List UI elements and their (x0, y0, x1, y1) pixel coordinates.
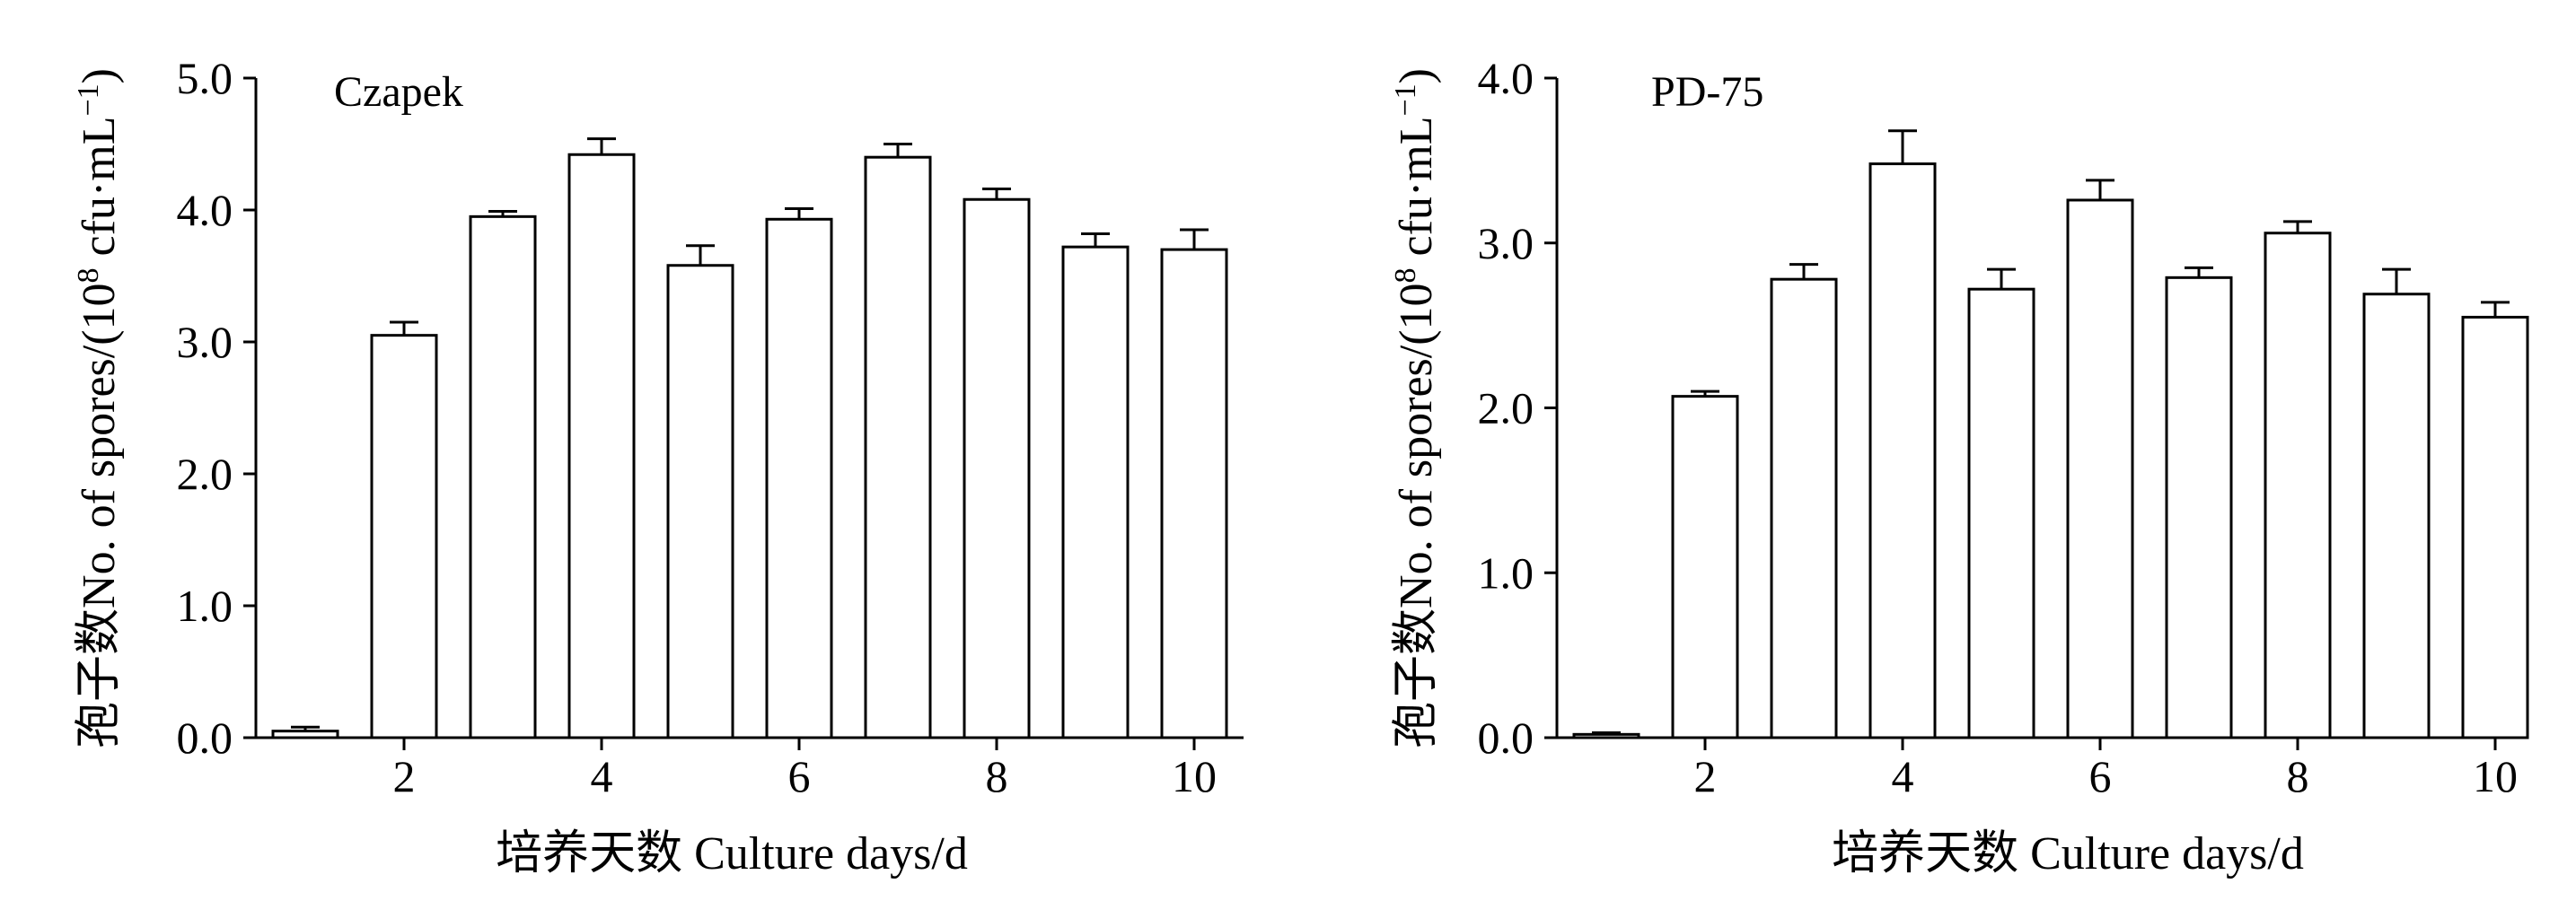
bar (1160, 248, 1228, 739)
y-axis-title-unit-exp: −1 (72, 83, 105, 116)
bar (567, 153, 636, 739)
y-tick-label: 4.0 (1478, 53, 1534, 103)
y-axis-title-unit-exp: −1 (1389, 83, 1422, 116)
y-tick-label: 0.0 (177, 713, 233, 763)
x-tick-label: 6 (788, 751, 811, 801)
chart-panel-pd75: PD-75 培养天数 Culture days/d 孢子数No. of spor… (1288, 0, 2576, 901)
y-axis-title-cn: 孢子数 (74, 608, 125, 748)
y-axis-title-unit: cfu·mL (74, 117, 125, 268)
y-tick-label: 2.0 (177, 449, 233, 499)
x-tick-label: 8 (2287, 751, 2309, 801)
x-tick-label: 10 (2473, 751, 2518, 801)
x-tick-label: 2 (1694, 751, 1717, 801)
bar-chart-czapek: Czapek 培养天数 Culture days/d 孢子数No. of spo… (72, 53, 1244, 879)
y-tick-label: 2.0 (1478, 383, 1534, 433)
y-axis-title: 孢子数No. of spores/(108 cfu·mL−1) (72, 68, 125, 748)
y-axis-title-en: No. of spores/(10 (1391, 283, 1442, 608)
bar (2264, 232, 2332, 739)
bar (271, 730, 339, 739)
x-tick-label: 2 (393, 751, 416, 801)
y-axis-title-exp: 8 (1389, 267, 1422, 283)
bar (666, 264, 734, 739)
y-tick-label: 3.0 (1478, 218, 1534, 268)
panel-label: Czapek (334, 68, 463, 116)
x-tick-label: 4 (591, 751, 613, 801)
panel-label: PD-75 (1651, 68, 1763, 116)
bar (469, 214, 537, 739)
y-axis-title-close: ) (1391, 68, 1442, 83)
bar (1671, 395, 1739, 739)
x-axis-title: 培养天数 Culture days/d (1832, 828, 2304, 879)
bar (2066, 198, 2134, 739)
bar (1061, 245, 1130, 739)
y-tick-label: 1.0 (1478, 547, 1534, 598)
y-tick-label: 4.0 (177, 185, 233, 235)
y-axis-title-cn: 孢子数 (1391, 608, 1442, 748)
y-axis-title: 孢子数No. of spores/(108 cfu·mL−1) (1389, 68, 1442, 748)
bar (1770, 277, 1838, 739)
y-tick-label: 5.0 (177, 53, 233, 103)
x-tick-label: 10 (1172, 751, 1217, 801)
bar (2362, 293, 2431, 739)
x-tick-label: 8 (986, 751, 1008, 801)
y-tick-label: 1.0 (177, 581, 233, 631)
x-tick-label: 6 (2089, 751, 2112, 801)
bar (2461, 315, 2529, 739)
y-axis-title-en: No. of spores/(10 (74, 283, 125, 608)
x-axis-title: 培养天数 Culture days/d (496, 828, 968, 879)
y-axis-title-exp: 8 (72, 267, 105, 283)
y-tick-label: 0.0 (1478, 713, 1534, 763)
bar (370, 334, 438, 739)
x-tick-label: 4 (1892, 751, 1914, 801)
y-tick-label: 3.0 (177, 317, 233, 367)
bar (1572, 732, 1640, 739)
bar-chart-pd75: PD-75 培养天数 Culture days/d 孢子数No. of spor… (1389, 53, 2529, 879)
y-axis-title-close: ) (74, 68, 125, 83)
chart-panel-czapek: Czapek 培养天数 Culture days/d 孢子数No. of spo… (72, 53, 1244, 879)
bar (2165, 276, 2233, 739)
y-axis-title-unit: cfu·mL (1391, 117, 1442, 268)
bar (864, 155, 932, 739)
bar (1967, 287, 2035, 739)
bar (963, 197, 1031, 739)
bar (765, 217, 833, 739)
bar (1868, 162, 1937, 739)
